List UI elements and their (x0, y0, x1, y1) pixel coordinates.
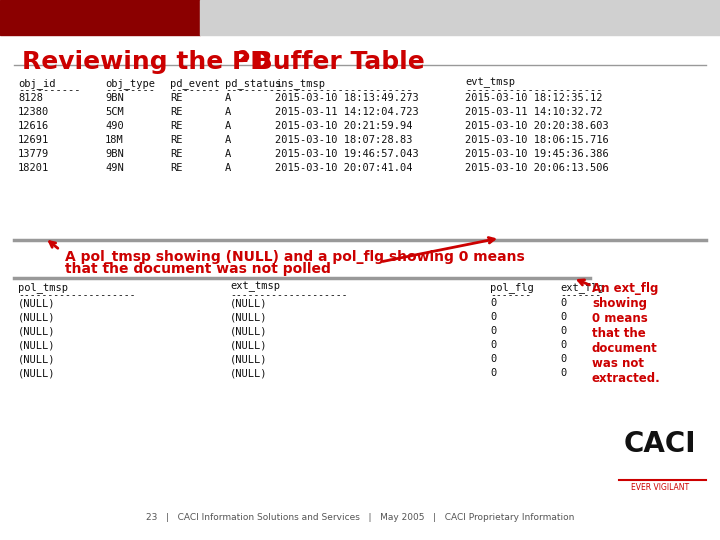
Text: A: A (225, 93, 231, 103)
Text: ----------------------: ---------------------- (465, 85, 603, 95)
Text: RE: RE (170, 149, 182, 159)
Text: RE: RE (170, 135, 182, 145)
Text: ---------: --------- (225, 85, 282, 95)
Text: A: A (225, 121, 231, 131)
Text: 23   |   CACI Information Solutions and Services   |   May 2005   |   CACI Propr: 23 | CACI Information Solutions and Serv… (146, 513, 574, 522)
Text: ins_tmsp: ins_tmsp (275, 78, 325, 89)
Text: 2015-03-10 18:12:35.12: 2015-03-10 18:12:35.12 (465, 93, 603, 103)
Text: 2015-03-10 20:06:13.506: 2015-03-10 20:06:13.506 (465, 163, 608, 173)
Text: 2015-03-11 14:12:04.723: 2015-03-11 14:12:04.723 (275, 107, 419, 117)
Text: 2015-03-10 20:20:38.603: 2015-03-10 20:20:38.603 (465, 121, 608, 131)
Bar (200, 0, 720, 35)
Text: 2: 2 (238, 50, 248, 65)
Text: 18201: 18201 (18, 163, 49, 173)
Text: (NULL): (NULL) (18, 354, 55, 364)
Text: 0: 0 (490, 368, 496, 378)
Text: 0: 0 (490, 312, 496, 322)
Text: (NULL): (NULL) (18, 326, 55, 336)
Text: 49N: 49N (105, 163, 124, 173)
Text: 2015-03-10 18:13:49.273: 2015-03-10 18:13:49.273 (275, 93, 419, 103)
Text: 0: 0 (560, 354, 566, 364)
Text: pd_event: pd_event (170, 78, 220, 89)
Text: A: A (225, 135, 231, 145)
Text: 9BN: 9BN (105, 93, 124, 103)
Text: (NULL): (NULL) (18, 312, 55, 322)
Text: 0: 0 (560, 340, 566, 350)
Bar (0, 0, 200, 35)
Text: (NULL): (NULL) (230, 340, 268, 350)
Text: --------: -------- (170, 85, 220, 95)
Text: A: A (225, 107, 231, 117)
Text: --------------------: -------------------- (18, 290, 135, 300)
Text: 5CM: 5CM (105, 107, 124, 117)
Text: obj_type: obj_type (105, 78, 155, 89)
Text: evt_tmsp: evt_tmsp (465, 78, 515, 89)
Text: 2015-03-10 20:21:59.94: 2015-03-10 20:21:59.94 (275, 121, 413, 131)
Text: 0: 0 (490, 326, 496, 336)
Text: EVER VIGILANT: EVER VIGILANT (631, 483, 689, 492)
Text: Reviewing the PD: Reviewing the PD (22, 50, 271, 74)
Text: (NULL): (NULL) (230, 326, 268, 336)
Text: 490: 490 (105, 121, 124, 131)
Text: -------: ------- (560, 290, 601, 300)
Text: 12380: 12380 (18, 107, 49, 117)
Text: 0: 0 (490, 340, 496, 350)
Text: (NULL): (NULL) (230, 368, 268, 378)
Text: RE: RE (170, 121, 182, 131)
Text: RE: RE (170, 107, 182, 117)
Text: 9BN: 9BN (105, 149, 124, 159)
Text: that the document was not polled: that the document was not polled (65, 262, 331, 276)
Text: --------------------: -------------------- (230, 290, 348, 300)
Text: 0: 0 (560, 368, 566, 378)
Text: pol_tmsp: pol_tmsp (18, 282, 68, 293)
Text: 2015-03-10 18:06:15.716: 2015-03-10 18:06:15.716 (465, 135, 608, 145)
Text: RE: RE (170, 93, 182, 103)
Text: An ext_flg
showing
0 means
that the
document
was not
extracted.: An ext_flg showing 0 means that the docu… (592, 282, 661, 385)
Text: ext_tmsp: ext_tmsp (230, 282, 280, 292)
Text: Buffer Table: Buffer Table (245, 50, 425, 74)
Text: A pol_tmsp showing (NULL) and a pol_flg showing 0 means: A pol_tmsp showing (NULL) and a pol_flg … (65, 250, 525, 264)
Text: 12616: 12616 (18, 121, 49, 131)
Text: 2015-03-10 18:07:28.83: 2015-03-10 18:07:28.83 (275, 135, 413, 145)
Text: ext_flg: ext_flg (560, 282, 604, 293)
Text: (NULL): (NULL) (18, 368, 55, 378)
Text: 0: 0 (560, 312, 566, 322)
Text: (NULL): (NULL) (18, 298, 55, 308)
Text: 0: 0 (490, 354, 496, 364)
Text: ----------: ---------- (18, 85, 81, 95)
Text: --------: -------- (105, 85, 155, 95)
Text: (NULL): (NULL) (18, 340, 55, 350)
Text: A: A (225, 163, 231, 173)
Text: -------: ------- (490, 290, 531, 300)
Text: 13779: 13779 (18, 149, 49, 159)
Text: ----------------------: ---------------------- (275, 85, 413, 95)
Text: 2015-03-10 19:46:57.043: 2015-03-10 19:46:57.043 (275, 149, 419, 159)
Text: (NULL): (NULL) (230, 312, 268, 322)
Text: 0: 0 (490, 298, 496, 308)
Text: 2015-03-10 20:07:41.04: 2015-03-10 20:07:41.04 (275, 163, 413, 173)
Text: A: A (225, 149, 231, 159)
Text: 0: 0 (560, 298, 566, 308)
Text: pol_flg: pol_flg (490, 282, 534, 293)
Text: 18M: 18M (105, 135, 124, 145)
Text: (NULL): (NULL) (230, 354, 268, 364)
Text: 2015-03-10 19:45:36.386: 2015-03-10 19:45:36.386 (465, 149, 608, 159)
Text: pd_status: pd_status (225, 78, 282, 89)
Text: 12691: 12691 (18, 135, 49, 145)
Text: 0: 0 (560, 326, 566, 336)
Text: obj_id: obj_id (18, 78, 55, 89)
Text: CACI: CACI (624, 430, 696, 458)
Text: 8128: 8128 (18, 93, 43, 103)
Text: 2015-03-11 14:10:32.72: 2015-03-11 14:10:32.72 (465, 107, 603, 117)
Text: RE: RE (170, 163, 182, 173)
Text: (NULL): (NULL) (230, 298, 268, 308)
